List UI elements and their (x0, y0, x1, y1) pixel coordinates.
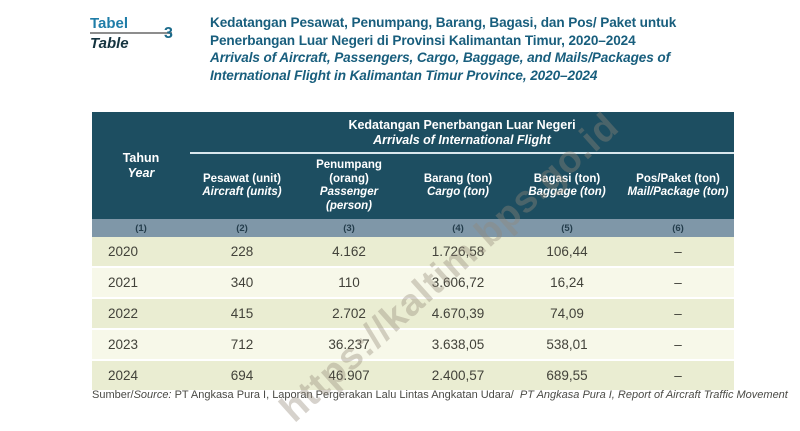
group-header-id: Kedatangan Penerbangan Luar Negeri (348, 118, 576, 132)
column-number: (1) (92, 219, 190, 237)
year-header-en: Year (127, 165, 155, 180)
table-label: Tabel Table (90, 15, 174, 52)
table-label-en: Table (90, 35, 129, 52)
penumpang-cell: 4.162 (294, 237, 404, 267)
year-cell: 2021 (92, 266, 190, 298)
table-row-2021: 2021 340 110 3.606,72 16,24 – (92, 266, 735, 298)
source-label-en: Source: (133, 389, 172, 401)
year-cell: 2023 (92, 328, 190, 360)
pesawat-cell: 694 (190, 359, 294, 390)
column-header-id: Penumpang (orang) (316, 159, 382, 185)
column-number: (4) (404, 219, 512, 237)
penumpang-cell: 110 (294, 266, 404, 298)
column-header-barang: Barang (ton) Cargo (ton) (404, 153, 512, 219)
pesawat-cell: 712 (190, 328, 294, 360)
column-header-en: Passenger (person) (319, 186, 379, 212)
column-header-en: Cargo (ton) (427, 186, 489, 198)
penumpang-cell: 46.907 (294, 359, 404, 390)
column-number: (3) (294, 219, 404, 237)
pesawat-cell: 415 (190, 297, 294, 329)
table-label-id: Tabel (90, 15, 129, 32)
pos-paket-cell: – (622, 359, 735, 390)
bagasi-cell: 16,24 (512, 266, 622, 298)
barang-cell: 1.726,58 (404, 237, 512, 267)
year-header-id: Tahun (122, 150, 160, 165)
source-label-id: Sumber/ (92, 389, 134, 401)
source-note: Sumber/Source: PT Angkasa Pura I, Lapora… (92, 388, 794, 402)
barang-cell: 3.606,72 (404, 266, 512, 298)
barang-cell: 4.670,39 (404, 297, 512, 329)
title-id-line1: Kedatangan Pesawat, Penumpang, Barang, B… (210, 15, 677, 30)
bagasi-cell: 689,55 (512, 359, 622, 390)
column-header-penumpang: Penumpang (orang) Passenger (person) (294, 153, 404, 219)
table-row-2022: 2022 415 2.702 4.670,39 74,09 – (92, 297, 735, 329)
penumpang-cell: 36.237 (294, 328, 404, 360)
barang-cell: 3.638,05 (404, 328, 512, 360)
group-header-en: Arrivals of International Flight (373, 133, 551, 147)
bagasi-cell: 538,01 (512, 328, 622, 360)
pos-paket-cell: – (622, 237, 735, 267)
penumpang-cell: 2.702 (294, 297, 404, 329)
year-cell: 2024 (92, 359, 190, 390)
bagasi-cell: 106,44 (512, 237, 622, 267)
data-table-container: Tahun Year Kedatangan Penerbangan Luar N… (92, 112, 735, 390)
column-header-pos-paket: Pos/Paket (ton) Mail/Package (ton) (622, 153, 735, 219)
pos-paket-cell: – (622, 297, 735, 329)
pos-paket-cell: – (622, 266, 735, 298)
table-row-2023: 2023 712 36.237 3.638,05 538,01 – (92, 328, 735, 360)
column-header-id: Pesawat (unit) (203, 172, 281, 185)
title-en-line1: Arrivals of Aircraft, Passengers, Cargo,… (210, 50, 671, 65)
column-number-row: (1) (2) (3) (4) (5) (6) (92, 219, 735, 237)
pesawat-cell: 340 (190, 266, 294, 298)
column-number: (2) (190, 219, 294, 237)
table-number: 3 (164, 25, 173, 42)
page-title: Kedatangan Pesawat, Penumpang, Barang, B… (210, 14, 735, 84)
group-header: Kedatangan Penerbangan Luar Negeri Arriv… (190, 112, 735, 154)
data-table: Tahun Year Kedatangan Penerbangan Luar N… (92, 112, 735, 390)
pos-paket-cell: – (622, 328, 735, 360)
column-header-id: Barang (ton) (423, 172, 493, 185)
title-en-line2: International Flight in Kalimantan Timur… (210, 67, 598, 83)
pesawat-cell: 228 (190, 237, 294, 267)
year-cell: 2020 (92, 237, 190, 267)
barang-cell: 2.400,57 (404, 359, 512, 390)
title-id-line2: Penerbangan Luar Negeri di Provinsi Kali… (210, 32, 636, 48)
source-text-en: PT Angkasa Pura I, Report of Aircraft Tr… (519, 389, 788, 401)
table-row-2024: 2024 694 46.907 2.400,57 689,55 – (92, 359, 735, 390)
bagasi-cell: 74,09 (512, 297, 622, 329)
column-number: (6) (622, 219, 735, 237)
year-cell: 2022 (92, 297, 190, 329)
column-header-id: Pos/Paket (ton) (636, 172, 720, 185)
column-header-bagasi: Bagasi (ton) Baggage (ton) (512, 153, 622, 219)
column-header-pesawat: Pesawat (unit) Aircraft (units) (190, 153, 294, 219)
table-row-2020: 2020 228 4.162 1.726,58 106,44 – (92, 237, 735, 267)
column-header-en: Aircraft (units) (202, 186, 282, 198)
column-header-en: Baggage (ton) (528, 186, 606, 198)
column-number: (5) (512, 219, 622, 237)
source-text-id: PT Angkasa Pura I, Laporan Pergerakan La… (174, 389, 514, 401)
year-column-header: Tahun Year (92, 112, 190, 219)
label-divider (90, 32, 172, 34)
column-header-id: Bagasi (ton) (533, 172, 601, 185)
column-header-en: Mail/Package (ton) (627, 186, 729, 198)
